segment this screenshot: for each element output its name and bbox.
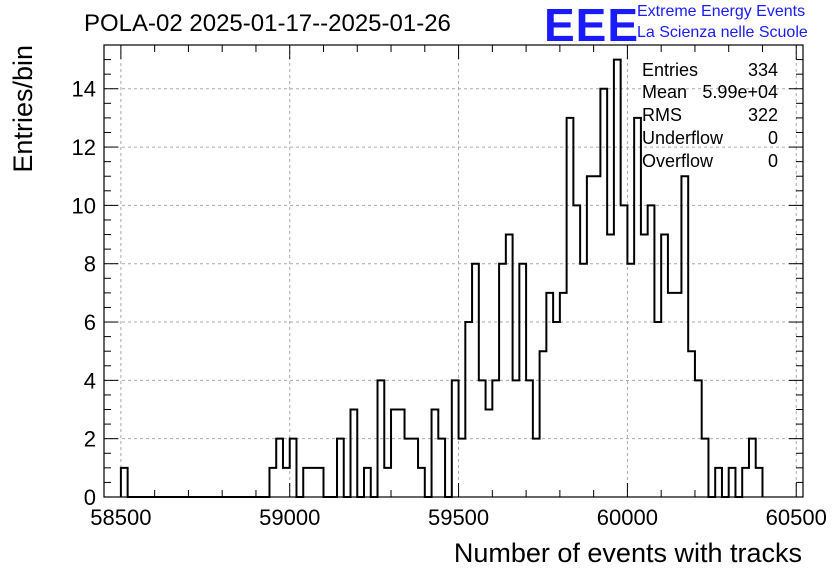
stat-rms-value: 322 (747, 105, 778, 125)
gridlines (104, 45, 803, 497)
y-tick-label: 6 (84, 310, 96, 335)
stat-underflow-label: Underflow (642, 128, 724, 148)
stat-rms-label: RMS (642, 105, 682, 125)
y-axis-ticks: 0 2 4 6 8 10 12 14 (72, 59, 803, 510)
logo-line-1: Extreme Energy Events (637, 3, 806, 20)
stat-overflow-value: 0 (767, 151, 778, 171)
y-tick-label: 4 (84, 368, 96, 393)
x-tick-label: 60500 (766, 505, 827, 530)
x-axis-ticks: 58500 59000 59500 60000 60500 (90, 45, 827, 530)
chart-title: POLA-02 2025-01-17--2025-01-26 (84, 10, 451, 37)
stat-underflow-value: 0 (767, 128, 778, 148)
x-axis-label: Number of events with tracks (453, 538, 802, 568)
stat-mean-label: Mean (642, 82, 688, 102)
eee-logo: EEE (544, 0, 640, 51)
y-tick-label: 2 (84, 427, 96, 452)
x-tick-label: 59500 (428, 505, 489, 530)
stat-entries-label: Entries (642, 60, 699, 80)
histogram-line (119, 58, 764, 498)
y-tick-label: 8 (84, 252, 96, 277)
y-axis-label: Entries/bin (8, 45, 38, 173)
y-tick-label: 0 (84, 485, 96, 510)
x-tick-label: 59000 (259, 505, 320, 530)
x-tick-label: 58500 (90, 505, 151, 530)
stat-mean-value: 5.99e+04 (702, 82, 778, 102)
y-tick-label: 10 (72, 193, 96, 218)
x-tick-label: 60000 (597, 505, 658, 530)
logo-line-2: La Scienza nelle Scuole (637, 24, 808, 41)
stat-overflow-label: Overflow (642, 151, 714, 171)
plot-frame (103, 44, 804, 498)
stat-entries-value: 334 (747, 60, 778, 80)
y-tick-label: 14 (72, 77, 96, 102)
y-tick-label: 12 (72, 135, 96, 160)
